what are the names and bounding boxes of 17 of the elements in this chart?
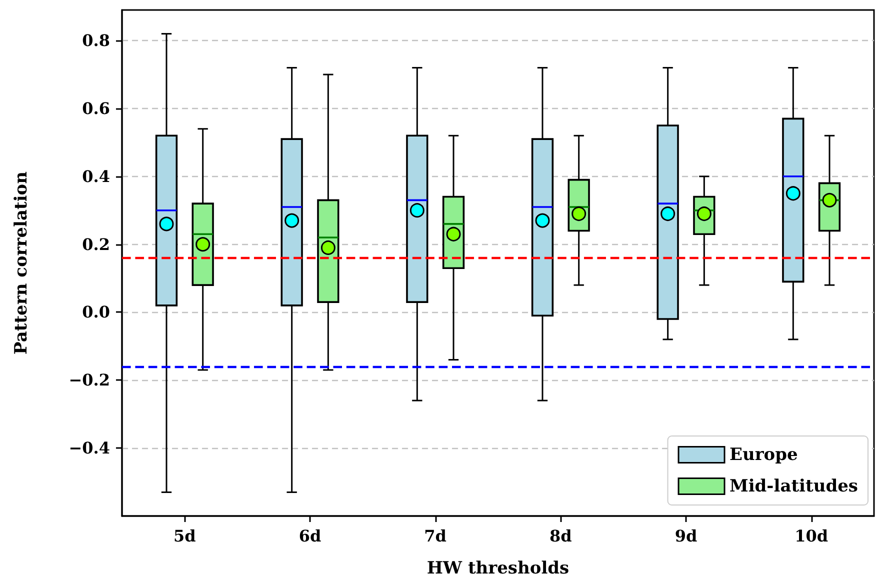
y-tick-label: 0.8 <box>82 31 110 50</box>
x-tick-label: 5d <box>174 526 196 546</box>
x-tick-label: 6d <box>298 526 322 546</box>
y-tick-label: −0.2 <box>68 370 110 390</box>
x-tick-label: 9d <box>674 526 698 546</box>
x-tick-label: 10d <box>794 526 828 546</box>
y-axis-title: Pattern correlation <box>12 172 32 354</box>
y-tick-label: 0.6 <box>82 98 110 118</box>
y-tick-label: −0.4 <box>68 438 110 458</box>
x-tick-label: 7d <box>424 526 446 546</box>
y-tick-label: 0.4 <box>82 166 110 186</box>
y-tick-label: 0.0 <box>82 302 110 322</box>
x-tick-label: 8d <box>550 526 572 546</box>
x-axis-title: HW thresholds <box>426 558 570 578</box>
y-tick-label: 0.2 <box>82 234 110 254</box>
legend-label: Mid-latitudes <box>730 476 858 496</box>
legend-label: Europe <box>730 444 798 465</box>
